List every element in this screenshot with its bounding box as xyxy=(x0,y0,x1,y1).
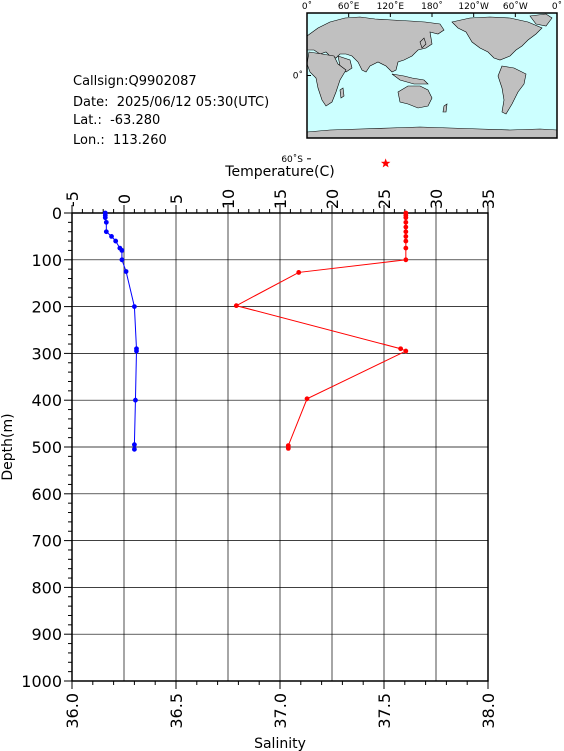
temperature-data-point xyxy=(403,348,409,354)
salinity-data-point xyxy=(133,397,138,403)
map-land xyxy=(306,13,558,139)
map-lon-label: 60˚W xyxy=(503,1,528,12)
salinity-tick-label: 38.0 xyxy=(479,693,498,729)
temperature-data-point xyxy=(403,245,409,251)
temperature-tick-label: -5 xyxy=(63,191,82,207)
map-side-ticks: 60˚N0˚60˚S xyxy=(281,71,311,165)
depth-tick-label: 900 xyxy=(31,625,62,644)
map-lon-label: 180˚ xyxy=(421,1,443,12)
depth-tick-label: 600 xyxy=(31,485,62,504)
longitude-text: Lon.: 113.260 xyxy=(73,133,167,148)
map-lon-label: 60˚E xyxy=(338,1,360,12)
temperature-tick-label: 0 xyxy=(115,194,134,204)
map-north-america xyxy=(451,16,543,61)
map-lon-label: 120˚E xyxy=(377,1,405,12)
salinity-data-point xyxy=(119,248,125,253)
map-greenland xyxy=(529,13,553,27)
temperature-data-point xyxy=(296,270,302,275)
temperature-data-point xyxy=(233,303,239,309)
salinity-data-point xyxy=(134,348,139,354)
map-madagascar xyxy=(339,87,345,99)
temperature-tick-label: 20 xyxy=(323,189,342,209)
map-lon-label: 0˚ xyxy=(552,1,562,12)
map-lat-label: 0˚ xyxy=(293,71,303,82)
salinity-data-point xyxy=(102,215,108,221)
salinity-data-point xyxy=(132,446,137,452)
map-africa xyxy=(306,51,347,107)
map-arabia xyxy=(337,55,353,73)
map-south-america xyxy=(497,65,527,115)
map-lon-label: 120˚W xyxy=(458,1,489,12)
map-australia xyxy=(397,85,433,109)
salinity-data-point xyxy=(109,234,114,239)
map-japan xyxy=(419,37,427,49)
depth-tick-label: 0 xyxy=(52,204,62,223)
temperature-data-point xyxy=(398,346,404,352)
salinity-tick-labels: 36.0 36.5 37.0 37.5 38.0 xyxy=(63,693,498,729)
station-star-icon xyxy=(380,158,391,168)
depth-tick-label: 500 xyxy=(31,438,62,457)
temperature-data-point xyxy=(403,224,409,230)
depth-tick-label: 300 xyxy=(31,344,62,363)
depth-tick-label: 200 xyxy=(31,298,62,317)
date-text: Date: 2025/06/12 05:30(UTC) xyxy=(73,95,270,110)
temperature-axis-label: Temperature(C) xyxy=(224,164,334,180)
temperature-tick-labels: -5 0 5 10 15 20 25 30 35 xyxy=(63,189,498,209)
temperature-data-point xyxy=(403,229,409,235)
temperature-data-point xyxy=(403,219,409,225)
salinity-tick-label: 36.5 xyxy=(167,693,186,729)
depth-tick-label: 800 xyxy=(31,578,62,597)
temperature-data-point xyxy=(304,396,310,402)
salinity-tick-label: 37.0 xyxy=(271,693,290,729)
salinity-data-point xyxy=(132,304,137,309)
salinity-data-point xyxy=(103,229,109,235)
depth-tick-label: 100 xyxy=(31,251,62,270)
temperature-data-point xyxy=(403,234,409,239)
map-new-zealand xyxy=(442,103,448,113)
map-top-ticks: 0˚ 60˚E 120˚E 180˚ 120˚W 60˚W 0˚ xyxy=(302,1,562,17)
salinity-data-point xyxy=(132,442,137,448)
axis-ticks xyxy=(64,205,489,689)
salinity-data-point xyxy=(123,269,129,274)
temperature-data-point xyxy=(403,257,409,263)
salinity-tick-label: 36.0 xyxy=(63,693,82,729)
map-lon-label: 0˚ xyxy=(302,1,312,12)
map-eurasia xyxy=(306,16,445,73)
temperature-tick-label: 25 xyxy=(375,189,394,209)
temperature-tick-label: 15 xyxy=(271,189,290,209)
callsign-text: Callsign:Q9902087 xyxy=(73,74,197,89)
latitude-text: Lat.: -63.280 xyxy=(73,113,161,128)
depth-tick-label: 400 xyxy=(31,391,62,410)
profile-chart: -5 0 5 10 15 20 25 30 35 36.0 36.5 37.0 37.5 38.0 01… xyxy=(0,164,498,751)
series-layer xyxy=(102,210,409,452)
salinity-axis-label: Salinity xyxy=(254,736,306,751)
depth-tick-label: 1000 xyxy=(21,672,62,691)
temperature-tick-label: 5 xyxy=(167,194,186,204)
depth-tick-labels: 0 100 200 300 400 500 600 700 800 900 1000 xyxy=(21,204,62,691)
salinity-data-point xyxy=(119,257,125,263)
depth-tick-label: 700 xyxy=(31,532,62,551)
temperature-data-point xyxy=(403,215,409,221)
salinity-data-point xyxy=(113,238,119,244)
temperature-data-point xyxy=(403,238,409,244)
salinity-tick-label: 37.5 xyxy=(375,693,394,729)
temperature-tick-label: 35 xyxy=(479,189,498,209)
map-indonesia xyxy=(391,73,429,85)
temperature-tick-label: 10 xyxy=(219,189,238,209)
temperature-tick-label: 30 xyxy=(427,189,446,209)
map-lat-label: 60˚S xyxy=(281,154,303,165)
temperature-data-point xyxy=(285,446,291,451)
salinity-data-point xyxy=(103,219,109,225)
depth-axis-label: Depth(m) xyxy=(0,413,16,480)
